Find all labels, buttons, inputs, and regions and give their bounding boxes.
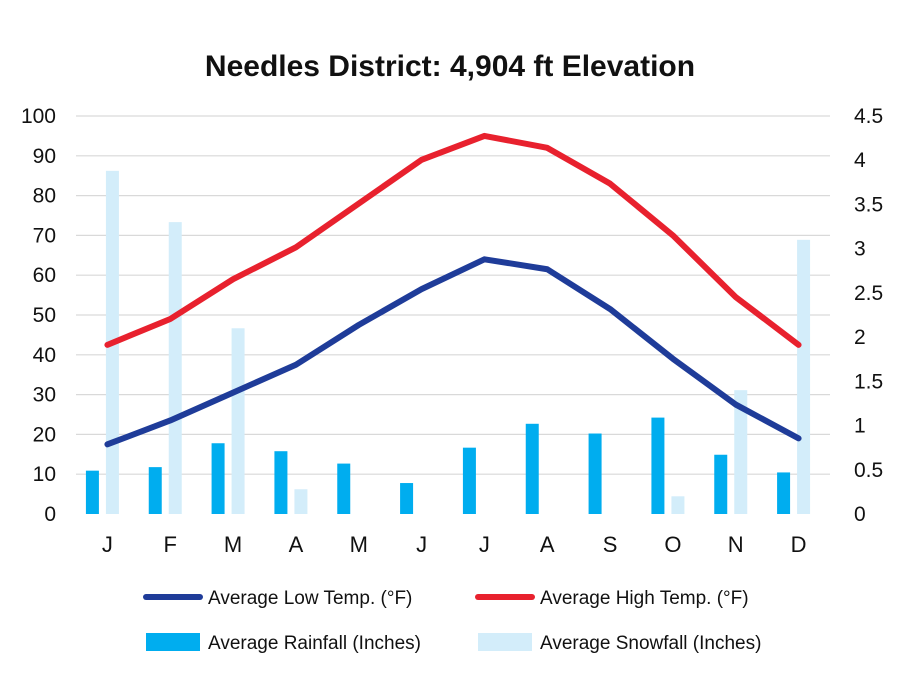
left-axis-tick-label: 10 bbox=[33, 463, 56, 486]
legend-label: Average High Temp. (°F) bbox=[540, 588, 749, 609]
rainfall-bar bbox=[525, 423, 539, 514]
left-axis-tick-label: 30 bbox=[33, 384, 56, 407]
rainfall-bar bbox=[714, 454, 728, 514]
snowfall-bar bbox=[797, 239, 811, 515]
high-temp-line bbox=[104, 132, 802, 348]
left-axis-tick-label: 70 bbox=[33, 224, 56, 247]
left-axis-tick-label: 90 bbox=[33, 145, 56, 168]
legend-rainfall: Average Rainfall (Inches) bbox=[146, 633, 421, 654]
x-axis-tick-label: J bbox=[479, 532, 490, 557]
legend-swatch bbox=[478, 633, 532, 651]
gridlines bbox=[76, 115, 830, 475]
x-axis-tick-label: A bbox=[289, 532, 304, 557]
right-axis-tick-label: 3.5 bbox=[854, 193, 883, 216]
snowfall-bar bbox=[734, 390, 748, 514]
left-axis-tick-label: 100 bbox=[21, 105, 56, 128]
rainfall-bar bbox=[588, 433, 602, 514]
x-axis-tick-label: M bbox=[350, 532, 368, 557]
right-axis-tick-labels: 0 0.5 1 1.5 2 2.5 3 3.5 4 4.5 bbox=[854, 105, 883, 526]
left-axis-tick-label: 0 bbox=[44, 503, 56, 526]
snowfall-bar bbox=[231, 328, 245, 514]
left-axis-tick-label: 40 bbox=[33, 344, 56, 367]
bar-series bbox=[85, 170, 811, 515]
right-axis-tick-label: 1 bbox=[854, 415, 866, 438]
right-axis-tick-label: 1.5 bbox=[854, 370, 883, 393]
snowfall-bar bbox=[168, 222, 182, 514]
legend-high-temp: Average High Temp. (°F) bbox=[475, 588, 749, 609]
legend-swatch bbox=[146, 633, 200, 651]
right-axis-tick-label: 2 bbox=[854, 326, 866, 349]
right-axis-tick-label: 0.5 bbox=[854, 459, 883, 482]
x-axis-tick-label: N bbox=[728, 532, 744, 557]
left-axis-tick-label: 50 bbox=[33, 304, 56, 327]
right-axis-tick-label: 4.5 bbox=[854, 105, 883, 128]
rainfall-bar bbox=[211, 443, 225, 514]
right-axis-tick-label: 0 bbox=[854, 503, 866, 526]
x-axis-tick-label: D bbox=[791, 532, 807, 557]
right-axis-tick-label: 2.5 bbox=[854, 282, 883, 305]
rainfall-bar bbox=[651, 417, 665, 514]
rainfall-bar bbox=[462, 447, 476, 514]
legend-snowfall: Average Snowfall (Inches) bbox=[478, 633, 761, 654]
legend-low-temp: Average Low Temp. (°F) bbox=[143, 588, 412, 609]
right-axis-tick-label: 4 bbox=[854, 149, 866, 172]
rainfall-bar bbox=[777, 472, 791, 514]
rainfall-bar bbox=[85, 470, 99, 514]
legend-label: Average Snowfall (Inches) bbox=[540, 633, 761, 654]
rainfall-bar bbox=[148, 467, 162, 514]
legend-label: Average Low Temp. (°F) bbox=[208, 588, 412, 609]
snowfall-bar bbox=[294, 489, 308, 514]
line-series bbox=[104, 132, 802, 448]
left-axis-tick-label: 20 bbox=[33, 423, 56, 446]
low-temp-line bbox=[104, 256, 802, 448]
rainfall-bar bbox=[274, 451, 288, 514]
rainfall-bar bbox=[400, 483, 414, 514]
snowfall-bar bbox=[671, 496, 685, 514]
chart-title: Needles District: 4,904 ft Elevation bbox=[205, 50, 695, 83]
legend: Average Low Temp. (°F) Average High Temp.… bbox=[143, 588, 761, 654]
x-axis-tick-label: M bbox=[224, 532, 242, 557]
left-axis-tick-label: 60 bbox=[33, 264, 56, 287]
x-axis-tick-label: J bbox=[416, 532, 427, 557]
x-axis-tick-label: O bbox=[664, 532, 681, 557]
x-axis-tick-label: A bbox=[540, 532, 555, 557]
x-axis-tick-label: S bbox=[603, 532, 618, 557]
left-axis-tick-label: 80 bbox=[33, 185, 56, 208]
x-axis-tick-label: F bbox=[164, 532, 177, 557]
x-axis-tick-label: J bbox=[102, 532, 113, 557]
right-axis-tick-label: 3 bbox=[854, 238, 866, 261]
legend-label: Average Rainfall (Inches) bbox=[208, 633, 421, 654]
left-axis-tick-labels: 0 10 20 30 40 50 60 70 80 90 100 bbox=[21, 105, 56, 526]
rainfall-bar bbox=[337, 463, 351, 514]
